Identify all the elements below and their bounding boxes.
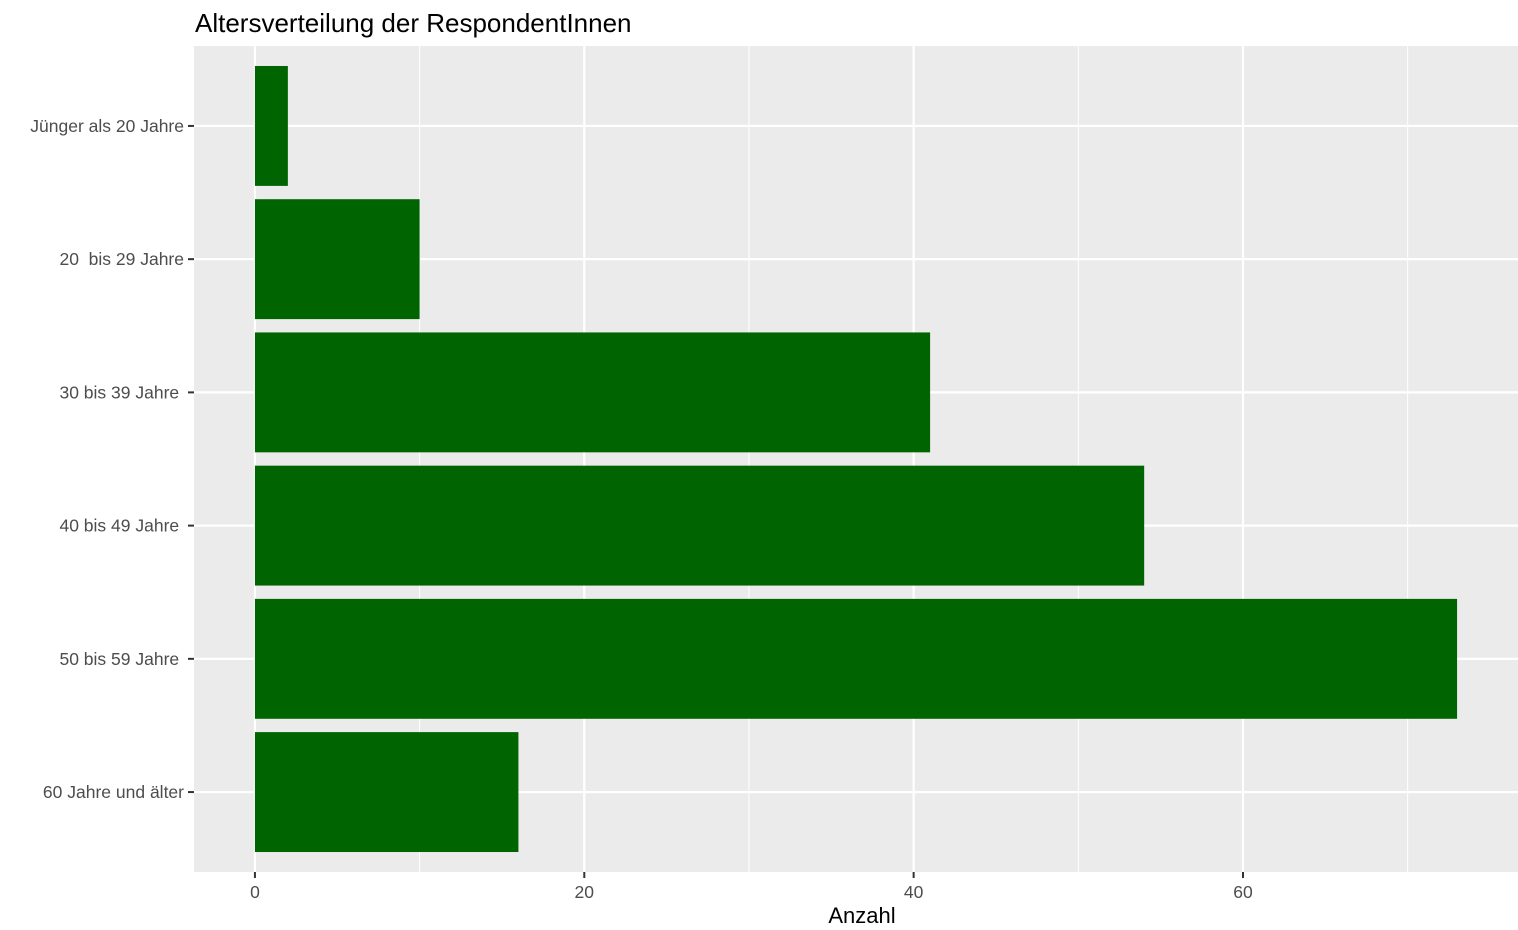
x-axis: 0 20 40 60 [250,872,1253,902]
y-tick-label: Jünger als 20 Jahre [30,116,184,136]
x-tick-label: 20 [575,882,595,902]
bar-series [254,65,1458,853]
x-tick-label: 0 [250,882,260,902]
x-axis-title: Anzahl [828,903,895,928]
bar [254,332,931,453]
x-tick-label: 60 [1233,882,1253,902]
x-tick-label: 40 [904,882,924,902]
chart-title: Altersverteilung der RespondentInnen [195,8,632,38]
y-tick-label: 50 bis 59 Jahre [59,649,184,669]
bar [254,65,288,186]
bar [254,732,519,853]
bar [254,598,1458,719]
y-axis: Jünger als 20 Jahre 20 bis 29 Jahre 30 bis… [30,116,194,802]
y-tick-label: 30 bis 39 Jahre [59,382,184,402]
y-tick-label: 40 bis 49 Jahre [59,516,184,536]
bar [254,199,420,320]
bar [254,465,1145,586]
y-tick-label: 60 Jahre und älter [43,782,184,802]
y-tick-label: 20 bis 29 Jahre [59,249,184,269]
